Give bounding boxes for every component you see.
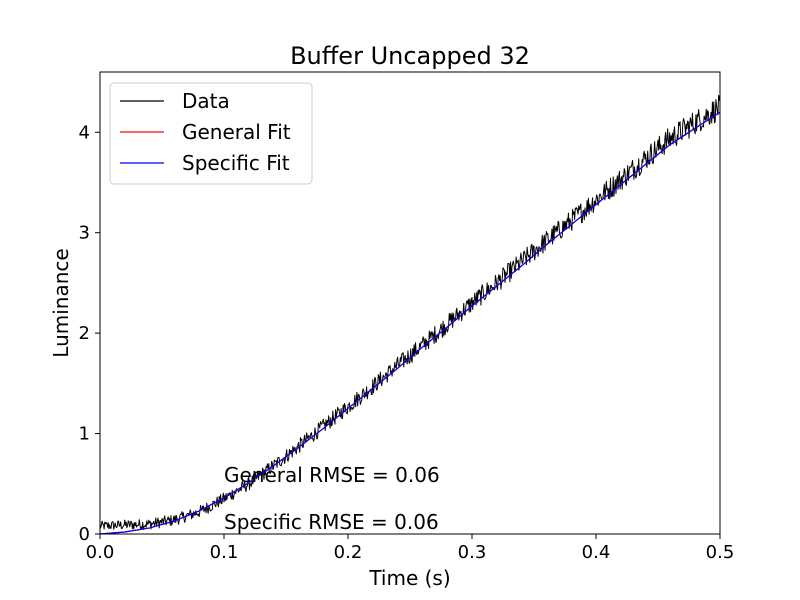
rmse-annotation: Specific RMSE = 0.06 — [224, 510, 439, 534]
series-layer — [99, 94, 721, 535]
legend-label: Specific Fit — [182, 151, 290, 175]
y-tick-label: 3 — [79, 223, 90, 244]
legend: Data General Fit Specific Fit — [109, 82, 313, 185]
y-axis: 0 1 2 3 4 — [79, 122, 100, 545]
legend-label: Data — [182, 89, 230, 113]
x-tick-label: 0.1 — [210, 542, 239, 563]
plot-frame — [99, 71, 721, 535]
y-tick-label: 1 — [79, 424, 90, 445]
series-line-specific-fit — [99, 111, 721, 535]
legend-label: General Fit — [182, 120, 291, 144]
annotations: General RMSE = 0.06 Specific RMSE = 0.06 — [224, 463, 440, 534]
y-axis-label: Luminance — [49, 248, 73, 357]
y-tick-label: 2 — [79, 323, 90, 344]
y-tick-label: 0 — [79, 524, 90, 545]
x-axis-label: Time (s) — [368, 566, 450, 590]
x-tick-label: 0.0 — [86, 542, 115, 563]
legend-frame — [109, 82, 313, 185]
x-tick-label: 0.4 — [582, 542, 611, 563]
x-tick-label: 0.2 — [334, 542, 363, 563]
rmse-annotation: General RMSE = 0.06 — [224, 463, 440, 487]
y-tick-label: 4 — [79, 122, 90, 143]
x-tick-label: 0.5 — [706, 542, 735, 563]
x-axis: 0.0 0.1 0.2 0.3 0.4 0.5 — [86, 534, 735, 563]
chart-title: Buffer Uncapped 32 — [290, 42, 530, 70]
x-tick-label: 0.3 — [458, 542, 487, 563]
series-line-data — [99, 94, 721, 531]
